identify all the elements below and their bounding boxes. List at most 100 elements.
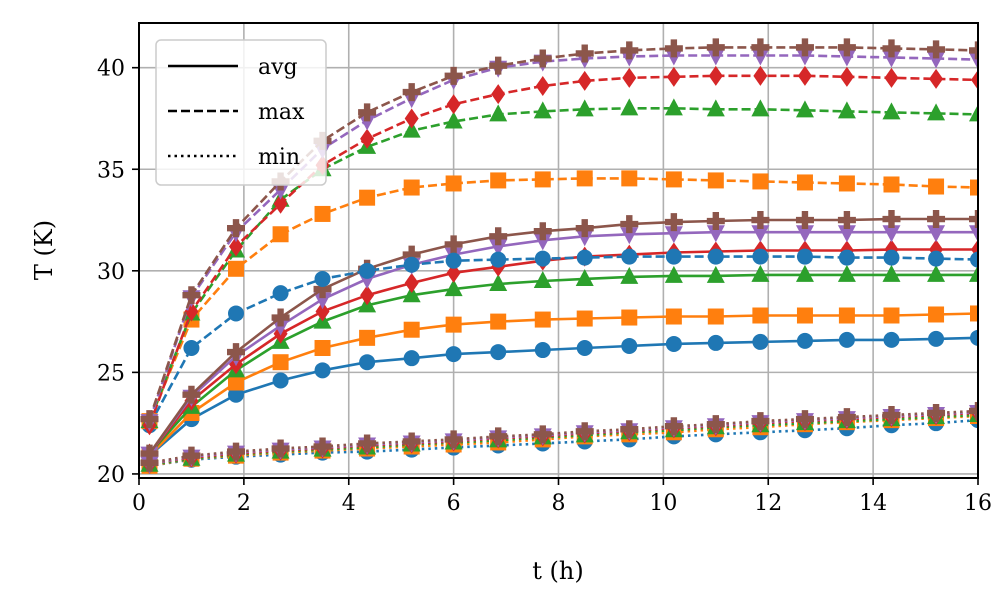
series-max-4-line [148, 74, 978, 426]
series-avg-5-point [575, 229, 594, 247]
series-max-6-point [444, 66, 463, 85]
series-avg-5-point [927, 225, 946, 243]
series-min-6-point [227, 442, 246, 461]
series-max-1-point [272, 285, 289, 302]
series-avg-2-point [665, 308, 682, 325]
series-avg-3-point [575, 268, 594, 286]
series-avg-3 [140, 264, 978, 461]
series-min-6-point [706, 415, 725, 434]
legend: avg max min [155, 39, 327, 186]
series-max-3-point [533, 101, 552, 119]
series-max-6-point [969, 41, 978, 60]
series-avg-3-point [620, 266, 639, 284]
series-min-6-point [795, 410, 814, 429]
series-min-5 [140, 404, 978, 474]
series-avg-2-point [490, 313, 507, 330]
series-min-1 [141, 412, 978, 474]
series-avg-4 [142, 239, 978, 464]
series-min-6-point [751, 412, 770, 431]
series-avg-6-point [927, 210, 946, 229]
series-min-6-point [575, 422, 594, 441]
series-max-6-point [140, 410, 159, 429]
series-max-2-point [796, 174, 813, 191]
series-max-2-point [576, 170, 593, 187]
series-avg-1-point [534, 342, 551, 359]
series-avg-6-point [969, 210, 978, 229]
series-avg-2-point [928, 306, 945, 323]
series-avg-1-point [928, 330, 945, 347]
series-avg-2-point [883, 307, 900, 324]
series-avg-4-point [315, 301, 330, 322]
series-max-2-point [707, 172, 724, 189]
x-tick-label: 6 [447, 491, 461, 516]
x-tick-label: 16 [964, 491, 992, 516]
x-tick-label: 10 [649, 491, 677, 516]
series-avg-2-point [445, 316, 462, 333]
series-max-1-point [752, 248, 769, 265]
series-max-6-point [706, 38, 725, 57]
series-min-4 [142, 403, 978, 474]
series-avg-6-point [706, 212, 725, 231]
series-avg-6-point [664, 213, 683, 232]
series-avg-2-point [752, 307, 769, 324]
series-avg-6-point [313, 280, 332, 299]
series-avg-6-point [620, 215, 639, 234]
series-avg-2-point [228, 374, 245, 391]
series-min-6-point [620, 420, 639, 439]
series-avg-5-point [882, 225, 901, 243]
series-avg-1-point [707, 334, 724, 351]
series-max-2-point [838, 175, 855, 192]
series-max-3-point [837, 101, 856, 119]
series-max-6-point [664, 39, 683, 58]
series-max-6-point [837, 38, 856, 57]
series-avg-3-point [664, 265, 683, 283]
series-avg-3-point [795, 264, 814, 282]
series-avg-5-point [969, 225, 978, 243]
series-avg-6-point [227, 343, 246, 362]
series-max-3-point [795, 100, 814, 118]
series-min-3 [140, 405, 978, 472]
series-avg-5-point [533, 233, 552, 251]
x-tick-label: 2 [237, 491, 251, 516]
series-max-4-point [577, 70, 592, 91]
series-avg-6 [140, 210, 978, 463]
series-avg-3-point [444, 279, 463, 297]
series-avg-6-point [182, 385, 201, 404]
series-max-5-point [358, 113, 377, 131]
series-max-4-point [404, 108, 419, 129]
series-avg-1-point [970, 329, 978, 346]
series-max-5-point [751, 48, 770, 66]
series-max-2-point [752, 173, 769, 190]
series-avg-6-point [271, 308, 290, 327]
x-tick-label: 8 [552, 491, 566, 516]
series-max-1 [141, 248, 978, 434]
series-min-6-point [664, 417, 683, 436]
series-max-6-point [489, 56, 508, 75]
x-axis-label: t (h) [532, 557, 583, 585]
legend-label-min: min [258, 145, 300, 170]
series-avg-5-point [313, 292, 332, 310]
series-avg-5-point [751, 225, 770, 243]
x-tick-label: 0 [132, 491, 146, 516]
series-max-6-point [533, 49, 552, 68]
series-avg-3-point [489, 274, 508, 292]
series-max-4-point [929, 68, 944, 89]
series-max-1-point [490, 251, 507, 268]
series-max-4-point [666, 66, 681, 87]
series-max-6-point [182, 286, 201, 305]
series-max-1-point [928, 250, 945, 267]
series-max-4-point [884, 67, 899, 88]
y-tick-label: 20 [97, 463, 125, 488]
series-max-5-point [837, 49, 856, 67]
series-avg-1-point [403, 350, 420, 367]
series-max-5-point [795, 48, 814, 66]
series-min-6-point [927, 404, 946, 422]
series-avg-3-point [837, 264, 856, 282]
series-avg-5 [140, 225, 978, 464]
series-max-2-point [621, 170, 638, 187]
series-max-4-point [273, 193, 288, 214]
series-max-6-point [227, 219, 246, 238]
series-avg-3-point [882, 264, 901, 282]
series-avg-2-point [403, 321, 420, 338]
series-max-2-point [445, 175, 462, 192]
